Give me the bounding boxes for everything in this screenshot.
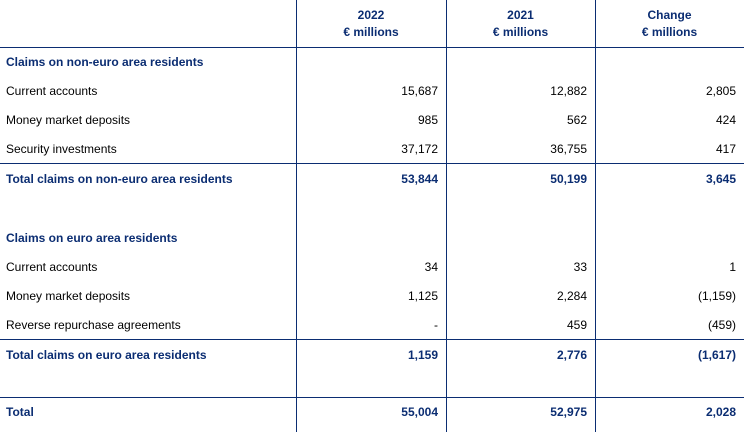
column-unit: € millions — [492, 25, 549, 39]
total-label: Total claims on non-euro area residents — [6, 172, 233, 186]
row-rule — [0, 339, 744, 340]
cell-value: 1 — [729, 260, 736, 274]
row-label: Current accounts — [6, 260, 98, 274]
header-rule — [0, 47, 744, 48]
column-unit: € millions — [641, 25, 698, 39]
cell-value: (1,617) — [697, 348, 736, 362]
cell-value: 424 — [715, 113, 736, 127]
cell-value: 52,975 — [550, 405, 587, 419]
cell-value: (1,159) — [697, 289, 736, 303]
section-title: Claims on euro area residents — [6, 231, 178, 245]
cell-value: 37,172 — [401, 142, 438, 156]
cell-value: 459 — [566, 318, 587, 332]
column-year: 2021 — [507, 8, 534, 22]
cell-value: 53,844 — [401, 172, 438, 186]
cell-value: 36,755 — [550, 142, 587, 156]
cell-value: 2,284 — [556, 289, 587, 303]
section-title: Claims on non-euro area residents — [6, 55, 204, 69]
row-rule — [0, 397, 744, 398]
column-rule — [446, 0, 447, 432]
cell-value: 3,645 — [705, 172, 736, 186]
cell-value: (459) — [707, 318, 736, 332]
column-rule — [296, 0, 297, 432]
row-rule — [0, 163, 744, 164]
cell-value: 417 — [715, 142, 736, 156]
column-rule — [595, 0, 596, 432]
row-label: Current accounts — [6, 84, 98, 98]
row-label: Security investments — [6, 142, 117, 156]
cell-value: 985 — [417, 113, 438, 127]
column-unit: € millions — [343, 25, 399, 39]
row-label: Money market deposits — [6, 113, 131, 127]
cell-value: 12,882 — [550, 84, 587, 98]
cell-value: 1,125 — [407, 289, 438, 303]
cell-value: - — [434, 318, 438, 332]
cell-value: 34 — [424, 260, 438, 274]
cell-value: 2,028 — [705, 405, 736, 419]
cell-value: 15,687 — [401, 84, 438, 98]
row-label: Money market deposits — [6, 289, 131, 303]
row-label: Reverse repurchase agreements — [6, 318, 181, 332]
cell-value: 562 — [566, 113, 587, 127]
cell-value: 2,776 — [556, 348, 587, 362]
grand-total-label: Total — [6, 405, 34, 419]
total-label: Total claims on euro area residents — [6, 348, 207, 362]
cell-value: 2,805 — [705, 84, 736, 98]
cell-value: 33 — [573, 260, 587, 274]
cell-value: 55,004 — [401, 405, 438, 419]
cell-value: 1,159 — [407, 348, 438, 362]
column-year: Change — [647, 8, 692, 22]
cell-value: 50,199 — [550, 172, 587, 186]
column-year: 2022 — [357, 8, 385, 22]
